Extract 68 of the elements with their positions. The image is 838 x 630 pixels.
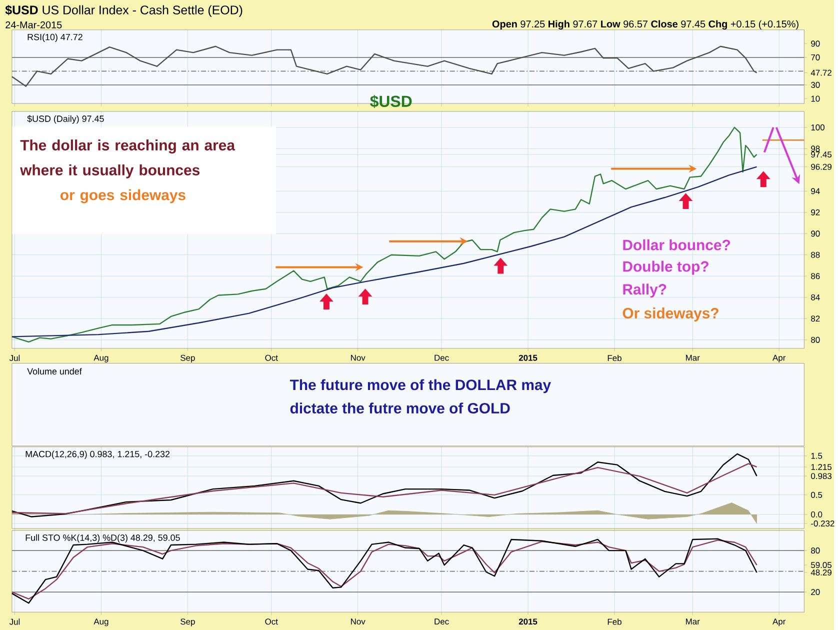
y-tick-label: 1.215	[811, 464, 832, 470]
x-tick-label: Mar	[686, 354, 700, 361]
text: Volume undef	[27, 368, 82, 375]
y-tick-label: 97.45	[811, 152, 832, 158]
y-tick-label: 20	[811, 589, 820, 596]
line-series	[11, 46, 758, 87]
x-tick-label: Feb	[608, 354, 622, 362]
annotation: Dollar bounce?	[623, 239, 730, 250]
annotation: Double top?	[623, 260, 708, 275]
x-tick-label: Oct	[265, 618, 278, 625]
line-series	[11, 126, 758, 343]
annotation: The dollar is reaching an area	[20, 140, 236, 154]
y-tick-label: -0.232	[811, 520, 834, 526]
text: Open 97.25 High 97.67 Low 96.57 Close 97.45 Chg +0.15 (+0.15%)	[492, 20, 798, 30]
x-tick-label: Oct	[265, 354, 278, 361]
x-tick-label: Apr	[772, 618, 786, 626]
y-tick-label: 1.5	[811, 452, 822, 459]
annotation: RSI(10) 47.72	[28, 34, 82, 42]
y-tick-label: 94	[811, 188, 820, 194]
x-tick-label: Jul	[9, 354, 20, 362]
y-tick-label: 90	[811, 40, 820, 47]
x-tick-label: Dec	[434, 618, 449, 624]
x-tick-label: Aug	[94, 618, 108, 626]
y-tick-label: 47.72	[810, 70, 832, 76]
y-tick-label: 88	[811, 252, 820, 258]
y-tick-label: 30	[811, 82, 820, 88]
y-tick-label: 86	[811, 273, 820, 280]
annotation: where it usually bounces	[20, 164, 200, 178]
x-tick-label: 2015	[518, 354, 538, 361]
annotation: Full STO %K(14,3) %D(3) 48.29, 59.05	[26, 534, 180, 543]
chart-title: $USD US Dollar Index - Cash Settle (EOD)	[5, 5, 242, 17]
x-tick-label: Nov	[351, 618, 366, 624]
y-tick-label: 90	[811, 230, 820, 237]
x-tick-label: Sep	[180, 354, 195, 363]
y-tick-label: 80	[811, 548, 820, 554]
annotation: $USD (Daily) 97.45	[27, 115, 104, 124]
annotation: $USD	[370, 95, 412, 108]
x-tick-label: Sep	[180, 618, 195, 626]
y-tick-label: 96.29	[811, 164, 832, 170]
line-series	[11, 463, 758, 514]
x-tick-label: Jul	[9, 618, 20, 625]
y-tick-label: 0.0	[811, 511, 822, 518]
y-tick-label: 98	[811, 146, 820, 152]
x-tick-label: Nov	[351, 354, 366, 361]
y-tick-label: 100	[811, 124, 824, 130]
x-tick-label: Apr	[772, 354, 786, 362]
y-tick-label: 59.05	[811, 562, 832, 568]
x-tick-label: 2015	[518, 618, 538, 625]
x-tick-label: Aug	[94, 354, 108, 362]
y-tick-label: 70	[811, 54, 820, 60]
x-tick-label: Dec	[434, 354, 449, 361]
text: The future move of the DOLLAR may	[290, 379, 551, 394]
y-tick-label: 92	[811, 209, 820, 216]
annotation: Rally?	[623, 284, 666, 298]
y-tick-label: 82	[811, 316, 820, 322]
y-tick-label: 80	[811, 336, 820, 343]
y-tick-label: 48.29	[810, 569, 832, 576]
annotation: Or sideways?	[622, 308, 718, 322]
y-tick-label: 0.983	[811, 473, 832, 480]
y-tick-label: 84	[811, 294, 820, 300]
y-tick-label: 10	[811, 96, 820, 102]
text: dictate the futre move of GOLD	[290, 402, 510, 414]
annotation: or goes sideways	[60, 189, 186, 204]
x-tick-label: Mar	[686, 618, 700, 624]
y-tick-label: 0.5	[811, 492, 822, 498]
chart-subtitle: 24-Mar-2015	[6, 21, 62, 28]
x-tick-label: Feb	[608, 618, 622, 625]
annotation: MACD(12,26,9) 0.983, 1.215, -0.232	[26, 450, 170, 460]
